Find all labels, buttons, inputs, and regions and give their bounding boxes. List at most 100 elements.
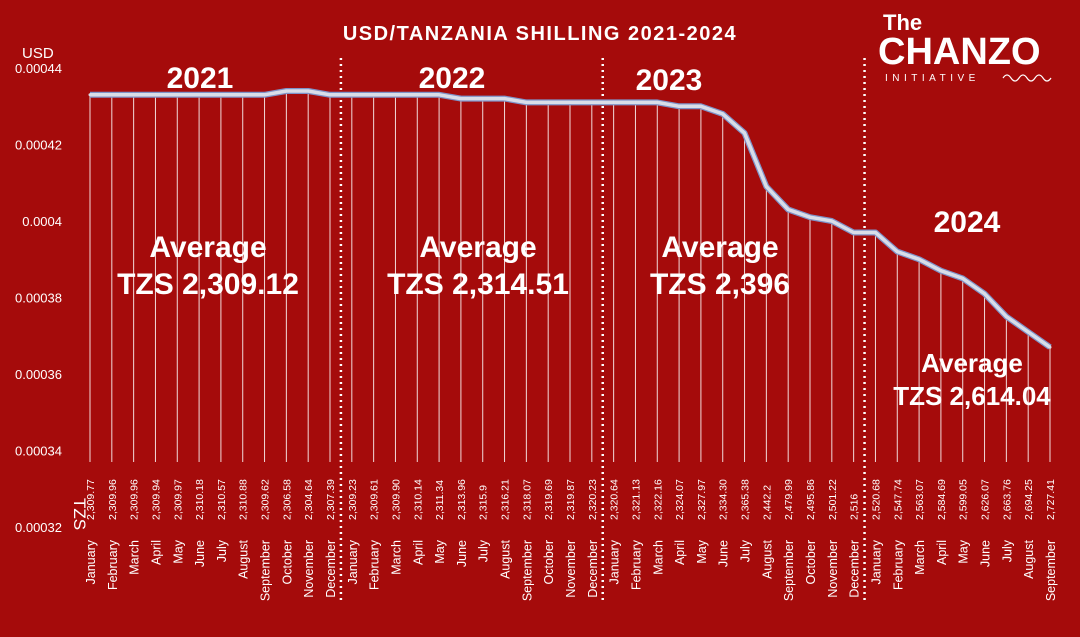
month-label: April bbox=[673, 540, 687, 565]
tzs-value-label: 2,321.13 bbox=[630, 479, 642, 520]
tzs-value-label: 2,547.74 bbox=[892, 479, 904, 520]
month-label: November bbox=[826, 540, 840, 598]
rate-point bbox=[612, 100, 616, 104]
tzs-value-label: 2,563.07 bbox=[914, 479, 926, 520]
rate-point bbox=[1026, 330, 1030, 334]
month-label: April bbox=[935, 540, 949, 565]
month-label: January bbox=[869, 539, 883, 584]
rate-point bbox=[721, 112, 725, 116]
average-2024: Average TZS 2,614.04 bbox=[893, 348, 1051, 411]
average-2021-line1: Average bbox=[149, 231, 266, 264]
rate-point bbox=[263, 93, 267, 97]
tzs-value-label: 2,310.14 bbox=[412, 479, 424, 520]
month-label: January bbox=[84, 539, 98, 584]
rate-point bbox=[590, 100, 594, 104]
tzs-value-label: 2,599.05 bbox=[958, 479, 970, 520]
month-label: May bbox=[957, 539, 971, 563]
rate-point bbox=[503, 97, 507, 101]
rate-point bbox=[459, 97, 463, 101]
rate-point bbox=[1004, 315, 1008, 319]
month-label: June bbox=[717, 540, 731, 567]
month-label: March bbox=[389, 540, 403, 575]
rate-point bbox=[961, 276, 965, 280]
average-2023-line1: Average bbox=[661, 231, 778, 264]
rate-point bbox=[241, 93, 245, 97]
rate-point bbox=[764, 185, 768, 189]
month-label: November bbox=[564, 540, 578, 598]
y-tick-label: 0.00042 bbox=[15, 138, 62, 153]
month-label: January bbox=[608, 539, 622, 584]
y-tick-label: 0.00038 bbox=[15, 291, 62, 306]
rate-point bbox=[808, 215, 812, 219]
month-label: February bbox=[106, 539, 120, 590]
month-label: June bbox=[193, 540, 207, 567]
rate-point bbox=[655, 100, 659, 104]
average-2022-line2: TZS 2,314.51 bbox=[387, 268, 569, 301]
tzs-axis-label: TZS bbox=[70, 498, 89, 530]
year-label-2023: 2023 bbox=[636, 64, 703, 97]
chanzo-logo: The CHANZO INITIATIVE bbox=[878, 10, 1052, 84]
month-label: July bbox=[215, 539, 229, 562]
logo-name: CHANZO bbox=[878, 31, 1041, 73]
month-label: April bbox=[411, 540, 425, 565]
rate-point bbox=[175, 93, 179, 97]
month-drop-lines bbox=[89, 90, 1051, 462]
logo-sub: INITIATIVE bbox=[885, 73, 980, 84]
month-label: July bbox=[477, 539, 491, 562]
rate-point bbox=[415, 93, 419, 97]
average-2024-line2: TZS 2,614.04 bbox=[893, 381, 1051, 411]
month-labels: January February March April May June July Augu… bbox=[84, 539, 1058, 601]
month-label: September bbox=[259, 540, 273, 601]
month-label: December bbox=[586, 540, 600, 598]
tzs-value-label: 2,663.76 bbox=[1001, 479, 1013, 520]
rate-point bbox=[1048, 345, 1052, 349]
rate-point bbox=[568, 100, 572, 104]
rate-point bbox=[830, 219, 834, 223]
tzs-value-label: 2,442.2 bbox=[761, 485, 773, 520]
average-2022-line1: Average bbox=[419, 231, 536, 264]
chart-title: USD/TANZANIA SHILLING 2021-2024 bbox=[343, 23, 737, 45]
tzs-value-label: 2,309.61 bbox=[369, 479, 381, 520]
y-axis-ticks: 0.00044 0.00042 0.0004 0.00038 0.00036 0.0003… bbox=[15, 61, 62, 535]
tzs-value-label: 2,309.94 bbox=[150, 479, 162, 520]
rate-point bbox=[546, 100, 550, 104]
month-label: September bbox=[782, 540, 796, 601]
tzs-value-label: 2,327.97 bbox=[696, 479, 708, 520]
year-label-2021: 2021 bbox=[167, 62, 234, 95]
rate-point bbox=[895, 250, 899, 254]
tzs-value-label: 2,315.9 bbox=[478, 485, 490, 520]
tzs-value-label: 2,479.99 bbox=[783, 479, 795, 520]
rate-point bbox=[983, 292, 987, 296]
month-label: June bbox=[979, 540, 993, 567]
month-label: August bbox=[760, 539, 774, 578]
average-2023-line2: TZS 2,396 bbox=[650, 268, 790, 301]
tzs-value-label: 2,516 bbox=[849, 494, 861, 520]
month-label: March bbox=[651, 540, 665, 575]
rate-point bbox=[743, 131, 747, 135]
tzs-value-label: 2,309.90 bbox=[390, 479, 402, 520]
month-label: October bbox=[280, 540, 294, 584]
month-label: May bbox=[433, 539, 447, 563]
tzs-value-label: 2,318.07 bbox=[521, 479, 533, 520]
rate-point bbox=[284, 89, 288, 93]
month-label: September bbox=[1044, 540, 1058, 601]
month-label: November bbox=[302, 540, 316, 598]
y-tick-label: 0.00044 bbox=[15, 61, 62, 76]
rate-point bbox=[110, 93, 114, 97]
month-label: May bbox=[695, 539, 709, 563]
rate-point bbox=[153, 93, 157, 97]
y-tick-label: 0.00036 bbox=[15, 367, 62, 382]
month-label: March bbox=[128, 540, 142, 575]
year-label-2022: 2022 bbox=[419, 62, 486, 95]
average-2022: Average TZS 2,314.51 bbox=[387, 231, 569, 301]
tzs-value-label: 2,626.07 bbox=[980, 479, 992, 520]
rate-point bbox=[481, 97, 485, 101]
rate-point bbox=[524, 100, 528, 104]
tzs-value-label: 2,320.64 bbox=[609, 479, 621, 520]
y-axis-label: USD bbox=[22, 45, 54, 62]
logo-the: The bbox=[883, 10, 922, 35]
tzs-value-label: 2,313.96 bbox=[456, 479, 468, 520]
month-label: May bbox=[171, 539, 185, 563]
